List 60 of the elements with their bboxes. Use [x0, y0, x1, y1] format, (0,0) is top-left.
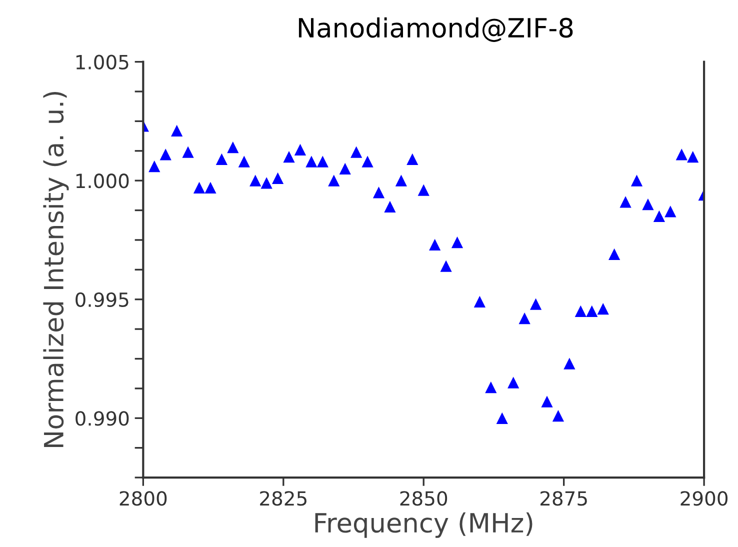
point	[204, 182, 216, 194]
point	[250, 174, 262, 186]
x-tick-label: 2900	[680, 491, 728, 506]
point	[597, 303, 609, 315]
point	[676, 148, 688, 160]
point	[384, 200, 396, 213]
point	[664, 206, 676, 218]
point	[406, 153, 418, 166]
point	[148, 160, 160, 172]
y-tick-label: 1.000	[76, 174, 129, 188]
point	[574, 305, 586, 318]
point	[350, 146, 362, 158]
x-tick-label: 2850	[400, 491, 448, 506]
point	[429, 238, 441, 251]
point	[485, 381, 497, 394]
point	[418, 184, 430, 196]
point	[260, 177, 272, 189]
point	[518, 312, 530, 324]
point	[451, 236, 464, 248]
point	[283, 151, 295, 163]
point	[653, 210, 665, 222]
point	[642, 198, 654, 210]
y-axis-title: Normalized Intensity (a. u.)	[43, 92, 69, 448]
point	[620, 196, 632, 208]
point	[530, 298, 542, 310]
chart-title: Nanodiamond@ZIF-8	[298, 17, 573, 42]
point	[328, 174, 340, 186]
point	[630, 174, 643, 186]
point	[316, 156, 328, 168]
x-tick-label: 2800	[120, 491, 167, 506]
point	[440, 260, 452, 272]
point	[496, 412, 508, 424]
point	[171, 124, 183, 137]
point	[395, 174, 407, 186]
point	[586, 305, 598, 318]
point	[564, 358, 576, 370]
y-tick-label: 0.995	[76, 292, 128, 308]
point	[193, 182, 206, 194]
point	[182, 146, 194, 158]
point	[238, 156, 250, 168]
point	[339, 162, 351, 175]
y-tick-label: 0.990	[76, 411, 129, 426]
point	[160, 148, 172, 160]
point	[541, 396, 553, 408]
x-tick-label: 2825	[260, 491, 306, 506]
point	[508, 376, 520, 388]
point	[687, 151, 699, 163]
point	[608, 248, 620, 260]
point	[372, 186, 385, 198]
point	[272, 172, 284, 184]
x-axis-title: Frequency (MHz)	[315, 512, 532, 538]
point	[552, 410, 564, 422]
point	[294, 144, 306, 156]
point	[474, 296, 486, 308]
point	[306, 156, 318, 168]
x-tick-label: 2875	[540, 491, 587, 506]
y-tick-label: 1.005	[76, 54, 128, 70]
point	[216, 153, 228, 166]
point	[227, 142, 239, 154]
point	[362, 156, 374, 168]
